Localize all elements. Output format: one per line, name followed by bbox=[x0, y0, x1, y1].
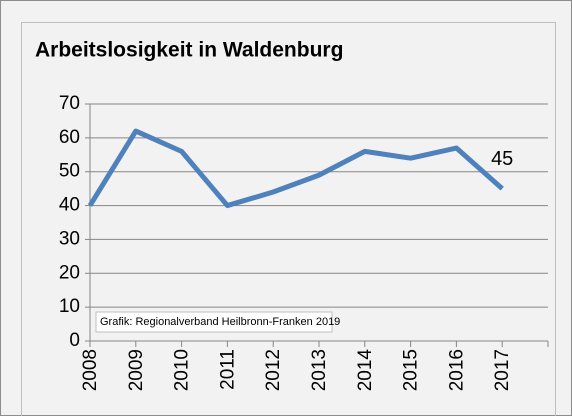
annotation-background bbox=[95, 311, 333, 333]
x-tick-label: 2013 bbox=[309, 349, 330, 391]
x-tick-label: 2011 bbox=[217, 349, 238, 390]
x-tick-label: 2010 bbox=[172, 349, 193, 391]
x-tick-label: 2017 bbox=[492, 349, 513, 391]
chart-title: Arbeitslosigkeit in Waldenburg bbox=[35, 39, 343, 62]
x-tick-label: 2015 bbox=[401, 349, 422, 391]
x-tick-label: 2016 bbox=[446, 349, 467, 391]
y-tick-label: 50 bbox=[59, 161, 80, 182]
y-tick-label: 30 bbox=[59, 228, 80, 249]
x-tick-label: 2012 bbox=[263, 349, 284, 391]
y-tick-label: 10 bbox=[59, 296, 80, 317]
x-tick-label: 2014 bbox=[355, 349, 376, 392]
inner-frame bbox=[21, 22, 556, 416]
y-tick-label: 40 bbox=[59, 195, 80, 216]
x-tick-label: 2009 bbox=[126, 349, 147, 391]
line-series bbox=[87, 128, 504, 209]
data-label: 45 bbox=[491, 148, 513, 170]
x-tick-label: 2008 bbox=[80, 349, 101, 391]
annotation: Grafik: Regionalverband Heilbronn-Franke… bbox=[100, 316, 340, 328]
y-tick-label: 70 bbox=[59, 93, 80, 114]
y-tick-label: 0 bbox=[69, 330, 80, 351]
y-tick-label: 20 bbox=[59, 262, 80, 283]
y-tick-label: 60 bbox=[59, 127, 80, 148]
